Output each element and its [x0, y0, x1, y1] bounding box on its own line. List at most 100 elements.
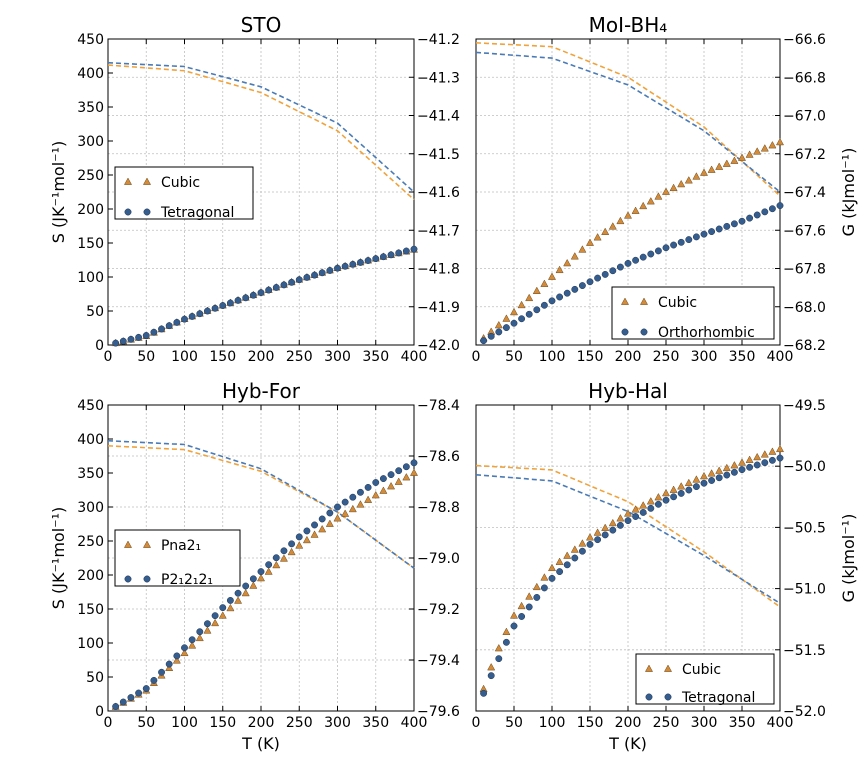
data-point-triangle — [540, 279, 549, 287]
x-tick-label: 300 — [691, 715, 718, 731]
y-tick-label: 450 — [77, 398, 104, 414]
data-point-triangle — [409, 468, 419, 476]
chart-title: Hyb-For — [222, 379, 301, 403]
data-point-circle — [533, 306, 541, 314]
data-point-circle — [364, 483, 372, 491]
legend-marker-circle — [621, 328, 629, 336]
g-curve — [107, 64, 415, 201]
x-tick-label: 250 — [286, 715, 313, 731]
y-tick-label: 100 — [77, 270, 104, 286]
data-point-triangle — [188, 641, 197, 649]
data-point-triangle — [172, 656, 181, 664]
data-point-circle — [357, 488, 364, 496]
data-point-circle — [265, 286, 273, 294]
data-point-triangle — [578, 539, 587, 547]
data-point-circle — [586, 540, 594, 548]
data-point-circle — [334, 503, 341, 511]
data-point-triangle — [249, 581, 258, 589]
data-point-circle — [112, 703, 120, 710]
data-point-circle — [480, 689, 488, 697]
data-point-circle — [647, 250, 655, 258]
y2-tick-label: −41.2 — [417, 32, 460, 48]
data-point-triangle — [364, 495, 373, 503]
data-point-circle — [211, 612, 219, 620]
data-point-circle — [326, 267, 334, 274]
data-point-circle — [272, 284, 280, 291]
data-point-triangle — [684, 176, 693, 184]
x-tick-label: 300 — [324, 349, 351, 365]
data-point-circle — [257, 568, 265, 576]
data-point-circle — [654, 247, 662, 255]
data-point-triangle — [310, 530, 319, 538]
data-point-triangle — [570, 252, 579, 260]
data-point-circle — [746, 214, 754, 222]
data-point-circle — [204, 307, 211, 315]
data-point-triangle — [623, 509, 633, 517]
data-point-triangle — [722, 463, 731, 472]
data-point-triangle — [525, 592, 534, 600]
data-point-circle — [410, 459, 418, 467]
data-point-circle — [609, 526, 617, 534]
y2-tick-label: −68.2 — [783, 338, 826, 354]
data-point-circle — [594, 274, 602, 282]
data-point-triangle — [608, 518, 617, 527]
data-point-triangle — [737, 153, 747, 161]
x-tick-label: 0 — [472, 349, 481, 365]
data-point-triangle — [203, 626, 212, 634]
data-point-circle — [776, 202, 784, 210]
data-point-circle — [280, 281, 288, 289]
data-point-triangle — [661, 488, 671, 497]
y2-tick-label: −67.8 — [783, 262, 826, 278]
data-point-triangle — [684, 478, 693, 487]
y-tick-label: 0 — [95, 704, 104, 720]
x-tick-label: 350 — [362, 349, 389, 365]
legend-marker-circle — [124, 575, 132, 583]
chart-title: STO — [241, 13, 282, 37]
x-tick-label: 350 — [729, 715, 756, 731]
y-tick-label: 400 — [77, 66, 104, 82]
data-point-triangle — [211, 618, 220, 627]
data-point-triangle — [646, 497, 655, 505]
data-point-circle — [119, 698, 127, 706]
data-point-circle — [150, 328, 158, 336]
data-point-triangle — [379, 486, 388, 494]
data-point-triangle — [264, 567, 273, 575]
data-point-circle — [204, 620, 211, 628]
y2-tick-label: −50.0 — [783, 459, 826, 475]
data-point-circle — [518, 613, 526, 620]
x-tick-label: 400 — [767, 715, 794, 731]
legend-label: Tetragonal — [681, 690, 755, 706]
y2-tick-label: −41.4 — [417, 109, 460, 125]
x-tick-label: 150 — [577, 715, 604, 731]
data-point-circle — [495, 655, 503, 663]
chart-title: Hyb-Hal — [588, 379, 668, 403]
data-point-triangle — [661, 187, 671, 195]
y-tick-label: 300 — [77, 500, 104, 516]
data-point-circle — [685, 236, 693, 244]
data-point-circle — [510, 622, 518, 630]
data-point-circle — [158, 325, 166, 333]
data-point-circle — [265, 561, 273, 569]
data-point-triangle — [256, 573, 266, 582]
x-axis-label: T (K) — [608, 734, 647, 753]
data-point-triangle — [502, 627, 511, 635]
y-tick-label: 100 — [77, 636, 104, 652]
data-point-circle — [533, 593, 541, 601]
data-point-circle — [158, 668, 166, 676]
data-point-triangle — [631, 206, 640, 214]
data-point-triangle — [394, 477, 403, 485]
x-tick-label: 300 — [691, 349, 718, 365]
data-point-circle — [303, 273, 311, 281]
g-curve — [107, 61, 415, 193]
data-point-circle — [242, 294, 250, 302]
y2-tick-label: −79.0 — [417, 551, 460, 567]
data-point-triangle — [775, 444, 785, 453]
x-tick-label: 100 — [171, 349, 198, 365]
data-point-circle — [647, 504, 655, 512]
data-point-circle — [624, 517, 632, 525]
data-point-triangle — [768, 140, 777, 149]
data-point-circle — [349, 493, 357, 501]
data-point-triangle — [325, 519, 334, 527]
legend-label: Orthorhombic — [658, 325, 755, 341]
y-axis-label: S (JK⁻¹mol⁻¹) — [49, 141, 68, 243]
